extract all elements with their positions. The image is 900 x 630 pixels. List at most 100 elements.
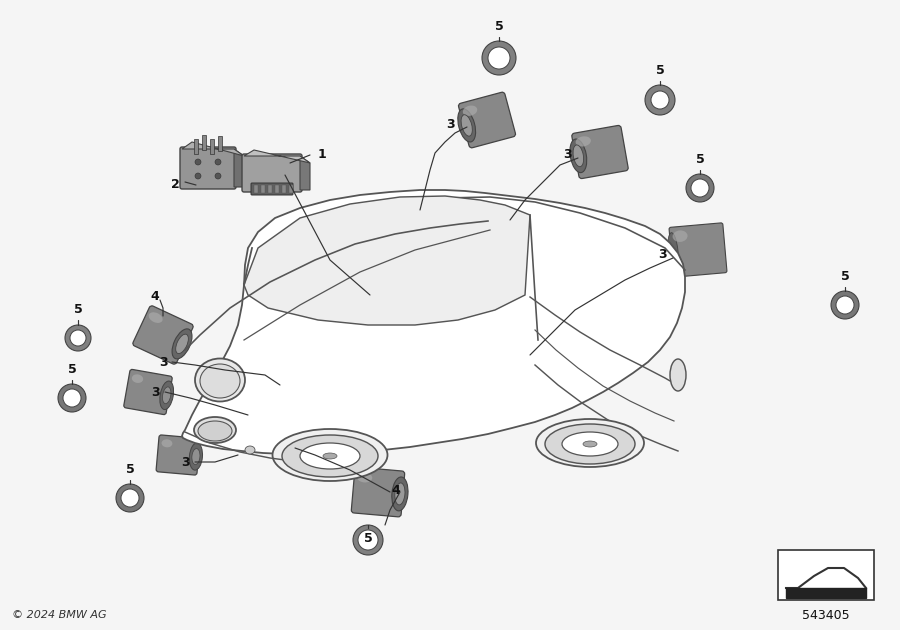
Text: 4: 4 (392, 483, 400, 496)
Polygon shape (300, 156, 310, 190)
Ellipse shape (323, 453, 337, 459)
Circle shape (65, 325, 91, 351)
Ellipse shape (282, 435, 378, 477)
Circle shape (488, 47, 510, 69)
Text: 3: 3 (182, 455, 190, 469)
Ellipse shape (131, 374, 143, 383)
Bar (282, 185, 286, 193)
FancyBboxPatch shape (124, 369, 172, 415)
Ellipse shape (160, 381, 174, 410)
Ellipse shape (562, 432, 618, 456)
Ellipse shape (200, 364, 240, 398)
Bar (275, 185, 279, 193)
Text: 4: 4 (150, 290, 159, 302)
Circle shape (358, 530, 378, 550)
Ellipse shape (583, 441, 597, 447)
Text: 5: 5 (655, 64, 664, 77)
Text: 5: 5 (364, 532, 373, 545)
Circle shape (686, 174, 714, 202)
Text: 1: 1 (318, 149, 327, 161)
Polygon shape (182, 142, 244, 156)
FancyBboxPatch shape (180, 147, 236, 189)
Text: 3: 3 (446, 118, 455, 132)
Ellipse shape (357, 472, 373, 483)
Ellipse shape (162, 439, 173, 447)
Text: 5: 5 (74, 303, 83, 316)
Bar (210, 139, 214, 154)
Text: 2: 2 (171, 178, 180, 190)
Circle shape (651, 91, 669, 109)
Bar (268, 185, 272, 193)
Ellipse shape (463, 106, 477, 116)
Ellipse shape (195, 159, 201, 165)
Circle shape (116, 484, 144, 512)
Ellipse shape (176, 334, 188, 353)
FancyBboxPatch shape (572, 125, 628, 178)
Ellipse shape (192, 449, 200, 464)
FancyBboxPatch shape (251, 183, 293, 195)
Text: 5: 5 (495, 20, 503, 33)
Ellipse shape (198, 421, 232, 441)
Polygon shape (786, 588, 866, 598)
Ellipse shape (576, 136, 591, 147)
Text: 3: 3 (563, 149, 572, 161)
Text: 3: 3 (659, 248, 667, 261)
Ellipse shape (245, 446, 255, 454)
Ellipse shape (215, 173, 221, 179)
Ellipse shape (573, 145, 583, 167)
Ellipse shape (195, 173, 201, 179)
Bar (261, 185, 265, 193)
Ellipse shape (461, 115, 472, 136)
Polygon shape (244, 196, 530, 325)
Ellipse shape (273, 429, 388, 481)
Text: 5: 5 (841, 270, 850, 283)
Polygon shape (244, 150, 310, 163)
FancyBboxPatch shape (351, 467, 405, 517)
Circle shape (836, 296, 854, 314)
Ellipse shape (672, 231, 688, 242)
FancyBboxPatch shape (157, 435, 200, 475)
Bar (218, 136, 222, 151)
Circle shape (70, 330, 86, 346)
Ellipse shape (195, 358, 245, 401)
Circle shape (831, 291, 859, 319)
Ellipse shape (148, 312, 163, 323)
Text: 5: 5 (68, 363, 76, 376)
Ellipse shape (215, 159, 221, 165)
Ellipse shape (300, 443, 360, 469)
FancyBboxPatch shape (133, 306, 194, 364)
FancyBboxPatch shape (669, 223, 727, 277)
Circle shape (645, 85, 675, 115)
Circle shape (691, 179, 709, 197)
Polygon shape (182, 190, 685, 454)
Ellipse shape (395, 483, 405, 505)
Ellipse shape (189, 443, 202, 470)
Text: 3: 3 (159, 355, 168, 369)
Circle shape (58, 384, 86, 412)
Bar (289, 185, 293, 193)
Text: 5: 5 (126, 463, 134, 476)
Bar (202, 135, 206, 150)
Ellipse shape (545, 424, 635, 464)
Text: © 2024 BMW AG: © 2024 BMW AG (12, 610, 106, 620)
Ellipse shape (392, 477, 408, 511)
Text: 5: 5 (696, 153, 705, 166)
Text: 543405: 543405 (802, 609, 850, 622)
Ellipse shape (163, 387, 171, 404)
Ellipse shape (536, 419, 644, 467)
Polygon shape (234, 149, 244, 187)
FancyBboxPatch shape (242, 154, 302, 192)
Ellipse shape (458, 109, 475, 142)
Text: 3: 3 (151, 386, 160, 399)
FancyBboxPatch shape (458, 92, 516, 148)
Circle shape (63, 389, 81, 407)
Circle shape (121, 489, 139, 507)
Ellipse shape (668, 232, 679, 272)
Bar (254, 185, 258, 193)
Bar (194, 139, 198, 154)
Circle shape (353, 525, 383, 555)
Ellipse shape (670, 359, 686, 391)
Ellipse shape (172, 329, 192, 359)
Circle shape (482, 41, 516, 75)
Bar (778, 550, 874, 600)
